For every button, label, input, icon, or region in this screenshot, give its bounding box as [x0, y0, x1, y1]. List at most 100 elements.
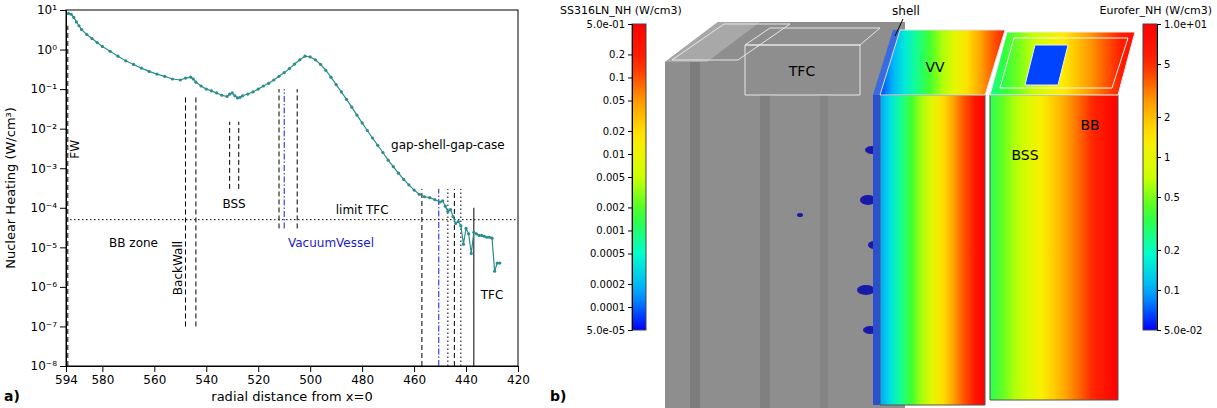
- data-point: [355, 114, 358, 117]
- colorbar-title: Eurofer_NH (W/cm3): [1099, 4, 1212, 17]
- tick-mark: [1157, 64, 1161, 65]
- axis-line: [1158, 25, 1162, 331]
- tick-mark: [628, 177, 632, 178]
- tick-mark: [1157, 24, 1161, 25]
- tick: 594: [55, 366, 78, 387]
- tick-mark: [628, 77, 632, 78]
- tick-label: 0.2: [1164, 245, 1180, 256]
- data-point: [428, 196, 431, 199]
- data-point: [459, 224, 462, 227]
- colorbar: [632, 24, 646, 330]
- panel-label: b): [550, 388, 566, 404]
- tick-mark: [102, 366, 103, 372]
- tick: 520: [247, 366, 270, 387]
- reference-line: [67, 26, 68, 366]
- data-point: [77, 24, 80, 27]
- tick: 580: [91, 366, 114, 387]
- tick: 10⁻¹: [31, 82, 66, 96]
- tick-mark: [258, 366, 259, 372]
- data-point: [148, 70, 151, 73]
- data-point: [490, 237, 493, 240]
- data-point: [272, 78, 275, 81]
- tick-label: 0.002: [596, 202, 625, 213]
- colorbar-axis: 5.0e-010.20.10.050.020.010.0050.0020.001…: [587, 19, 633, 336]
- reference-line: [438, 189, 439, 366]
- axis-line: [60, 11, 67, 367]
- reference-line: [185, 95, 186, 326]
- data-point: [457, 220, 460, 223]
- data-point: [192, 77, 195, 80]
- data-point: [80, 28, 83, 31]
- reference-line: [66, 219, 518, 220]
- region-label: VV: [925, 59, 945, 75]
- data-point: [412, 188, 415, 191]
- tick: 5: [1157, 59, 1170, 70]
- data-point: [194, 81, 197, 84]
- tick-label: 440: [455, 373, 478, 387]
- tick-mark: [60, 89, 66, 90]
- data-point: [309, 55, 312, 58]
- data-point: [241, 94, 244, 97]
- scene-shape: [820, 95, 828, 408]
- tick-mark: [628, 254, 632, 255]
- tick: 0.0002: [590, 279, 632, 290]
- tick-label: 1.0e+01: [1164, 19, 1207, 30]
- data-point: [70, 13, 73, 16]
- data-point: [72, 16, 75, 19]
- tick: 480: [351, 366, 374, 387]
- tick-mark: [1157, 117, 1161, 118]
- tick: 10¹: [37, 3, 66, 17]
- tick-label: 0.05: [603, 95, 625, 106]
- data-point: [470, 252, 473, 255]
- data-point: [350, 106, 353, 109]
- data-point: [298, 58, 301, 61]
- plot-area: [66, 12, 518, 366]
- data-point: [109, 50, 112, 53]
- annotation: gap-shell-gap-case: [391, 138, 505, 152]
- tick-mark: [1157, 290, 1161, 291]
- tick-mark: [628, 154, 632, 155]
- data-point: [184, 76, 187, 79]
- tick-mark: [628, 230, 632, 231]
- tick: 10⁰: [37, 43, 66, 57]
- axis-line: [628, 25, 633, 331]
- data-point: [462, 243, 465, 246]
- data-point: [392, 165, 395, 168]
- data-point: [498, 261, 501, 264]
- tick: 5.0e-02: [1157, 325, 1202, 336]
- scene-shape: [990, 95, 1118, 400]
- tick-label: 5.0e-02: [1164, 325, 1202, 336]
- data-point: [171, 77, 174, 80]
- data-point: [75, 20, 78, 23]
- tick-label: 5.0e-01: [587, 19, 625, 30]
- tick-mark: [206, 366, 207, 372]
- tick-label: 10⁻⁶: [31, 280, 58, 294]
- tick: 0.5: [1157, 192, 1180, 203]
- tick: 2: [1157, 112, 1170, 123]
- tick-label: 10⁰: [37, 43, 57, 57]
- tick-label: 0.1: [609, 72, 625, 83]
- scene-shape: [672, 24, 790, 60]
- scene-shape: [665, 22, 905, 408]
- tick: 5.0e-05: [587, 325, 632, 336]
- data-point: [454, 222, 457, 225]
- tick-mark: [628, 207, 632, 208]
- tick-mark: [60, 129, 66, 130]
- y-axis: 10⁻⁸10⁻⁷10⁻⁶10⁻⁵10⁻⁴10⁻³10⁻²10⁻¹10⁰10¹: [31, 3, 67, 373]
- data-point: [441, 199, 444, 202]
- panel-b: TFCshellVVBBBSS5.0e-010.20.10.050.020.01…: [550, 4, 1212, 408]
- scene-shape: [857, 285, 875, 295]
- scene-shape: [880, 95, 985, 405]
- scene-shape: [1025, 45, 1068, 85]
- leader-line: [895, 19, 903, 36]
- colorbar: [1143, 24, 1157, 330]
- tick-label: 10⁻¹: [31, 82, 58, 96]
- data-point: [293, 62, 296, 65]
- data-point: [288, 67, 291, 70]
- reference-line: [460, 189, 461, 366]
- data-point: [361, 121, 364, 124]
- tick-label: 0.1: [1164, 285, 1180, 296]
- tick: 10⁻⁴: [31, 201, 66, 215]
- data-point: [277, 75, 280, 78]
- scene-shape: [745, 28, 880, 45]
